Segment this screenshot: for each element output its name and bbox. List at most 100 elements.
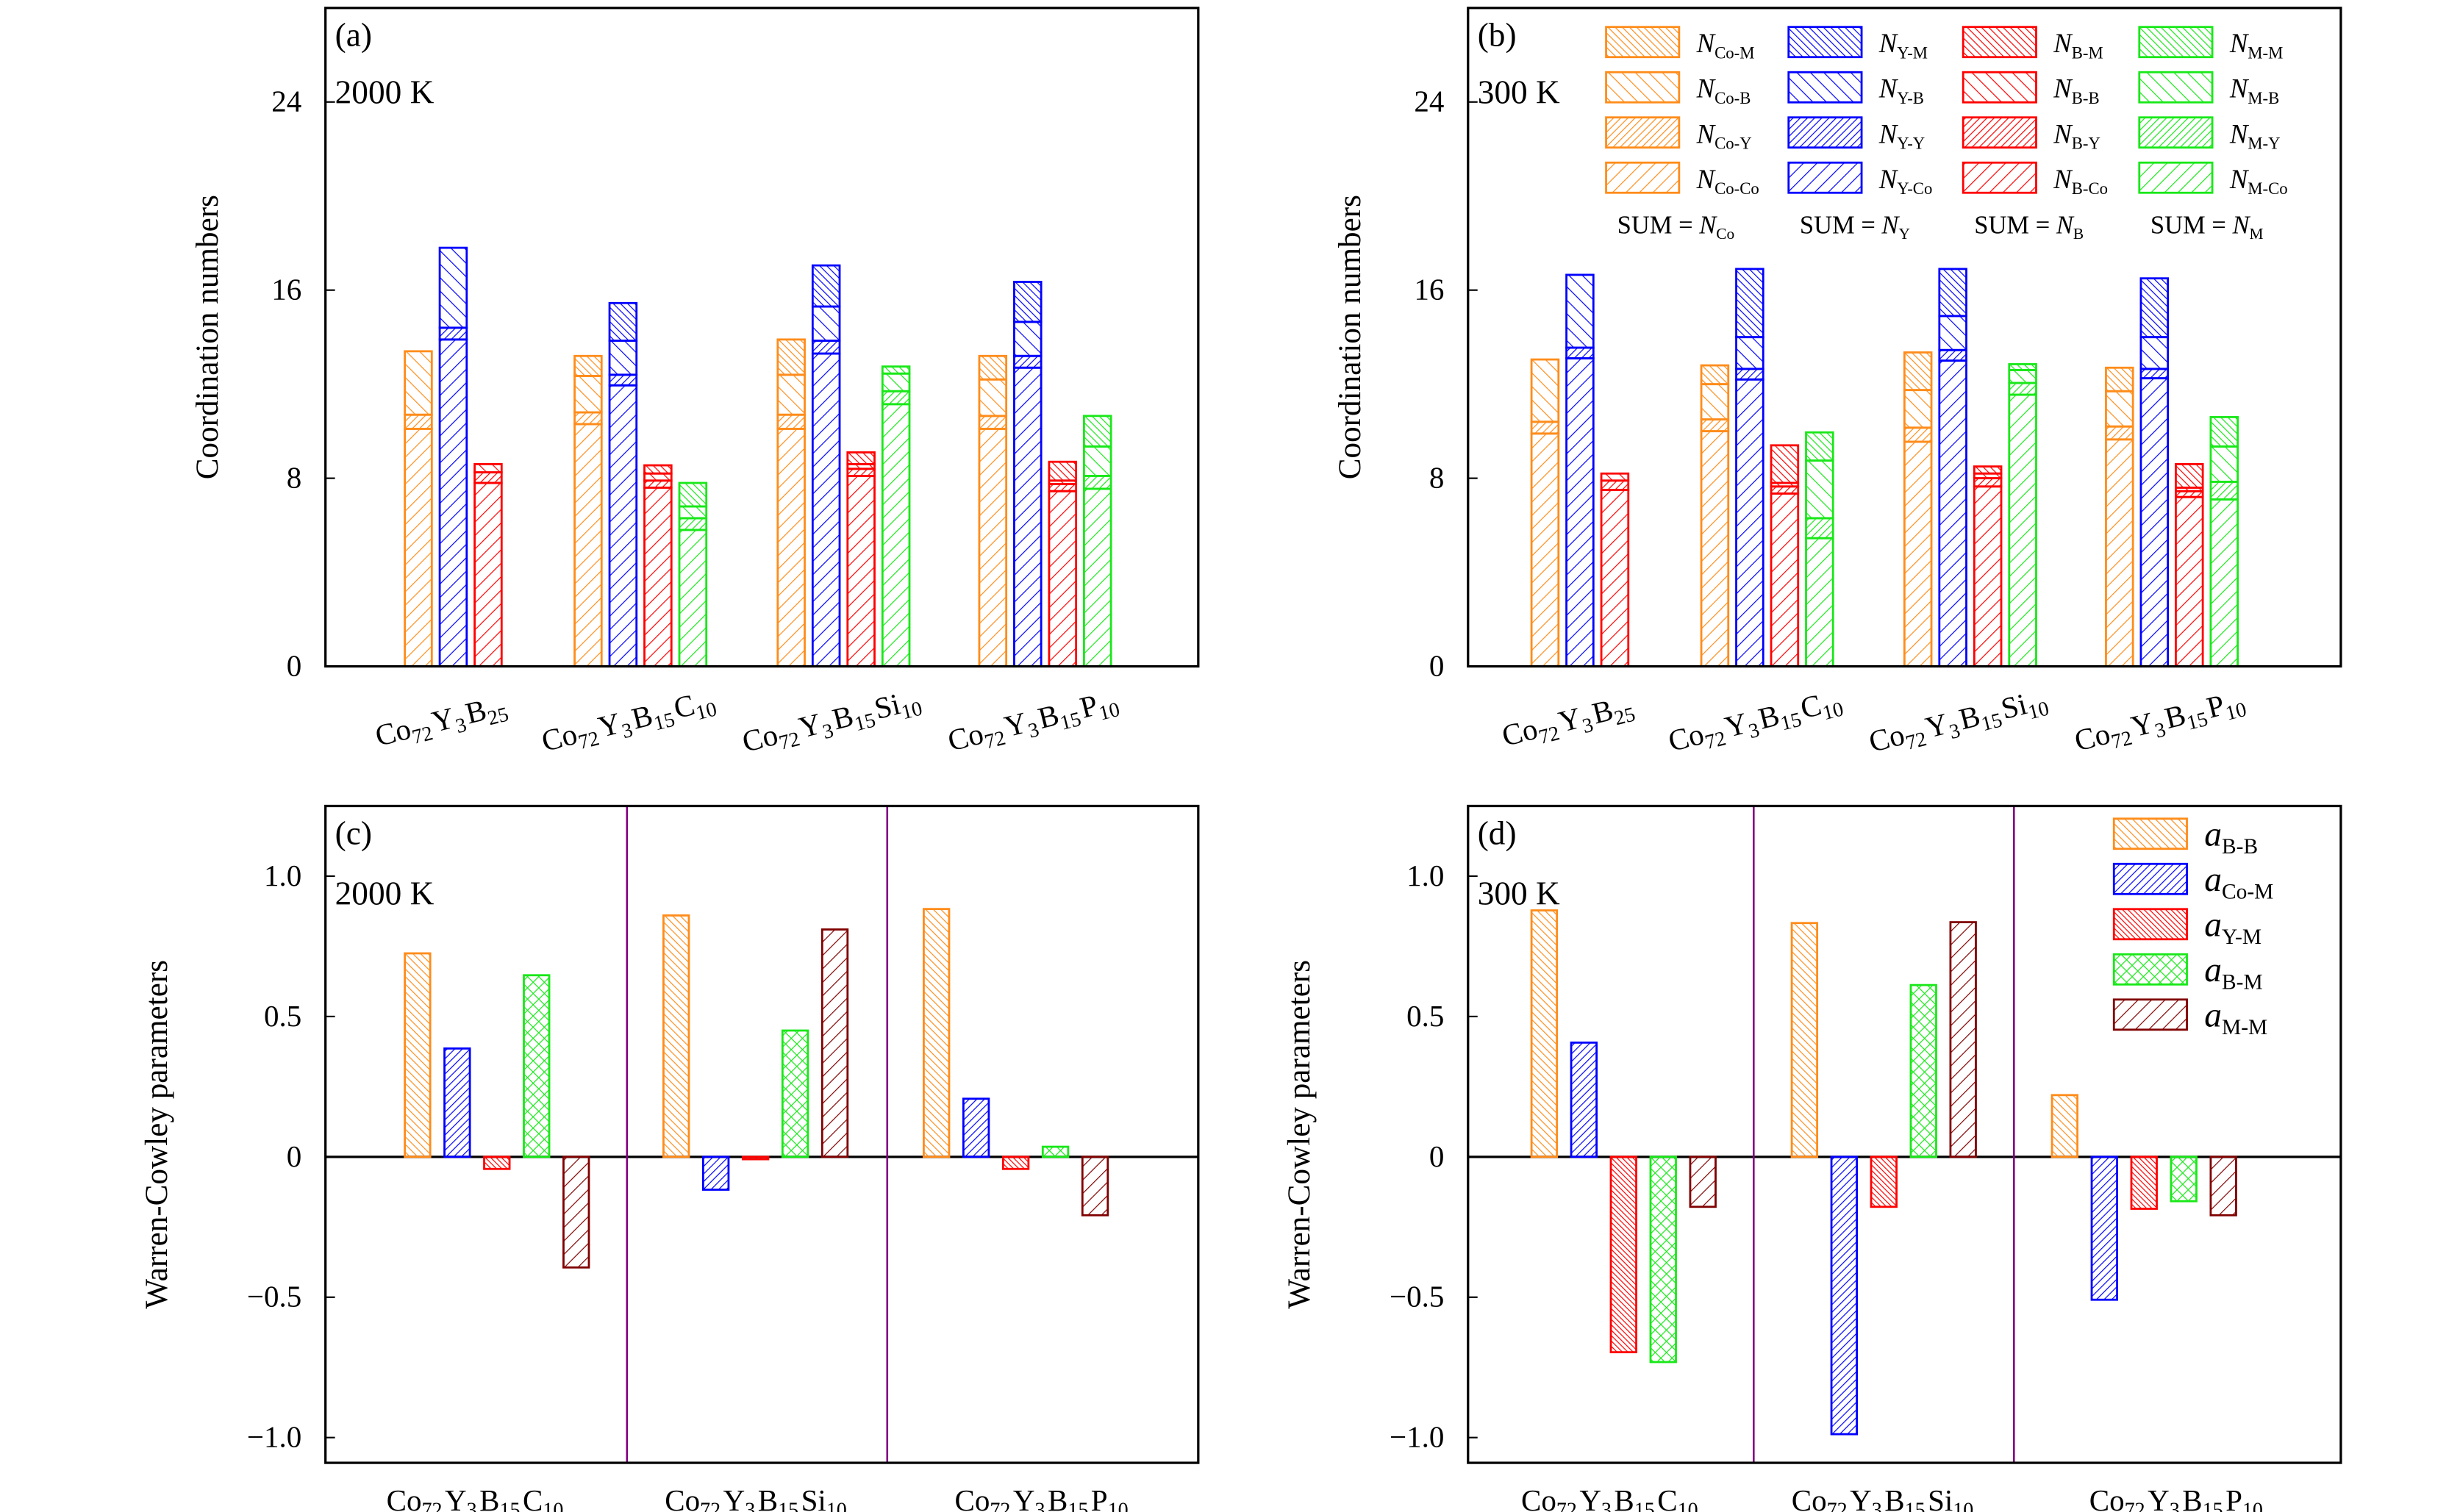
bar-segment-Y-M	[1735, 268, 1764, 339]
subscript: 10	[1108, 1499, 1129, 1512]
legend-swatch	[2138, 116, 2214, 149]
bar-Y-M	[2130, 1156, 2158, 1210]
bar-segment-Co-Co	[978, 428, 1008, 667]
bar-segment-Y-Co	[608, 384, 638, 667]
symbol: a	[2204, 997, 2222, 1035]
legend-sum-label: SUM = NCo	[1617, 211, 1735, 243]
bar-segment-Y-Y	[1735, 368, 1764, 381]
subscript: 72	[1556, 1499, 1577, 1512]
symbol: a	[2204, 951, 2222, 989]
bar-B-M	[1909, 983, 1937, 1158]
stacked-bar-B	[643, 464, 673, 667]
element-symbol: Co	[372, 712, 415, 753]
bar-segment-B-Co	[1770, 492, 1800, 667]
legend-swatch	[2112, 908, 2188, 941]
y-tick-label: 24	[1414, 85, 1444, 118]
bar-Co-M	[701, 1156, 730, 1191]
legend-swatch	[1605, 26, 1681, 59]
element-symbol: Co	[387, 1483, 422, 1512]
symbol: N	[1698, 211, 1717, 239]
bar-segment-B-B	[1600, 472, 1630, 482]
subscript: 72	[1827, 1499, 1848, 1512]
symbol: N	[2229, 118, 2250, 148]
y-tick-label: 16	[271, 273, 301, 307]
bar-segment-M-M	[881, 365, 911, 375]
legend-swatch	[2112, 998, 2188, 1031]
bar-segment-Y-M	[811, 264, 841, 308]
subscript: 72	[700, 1499, 721, 1512]
panel-d: −1.0 −0.5 0 0.5 1.0 Warren-Cowley parameters C…	[1282, 804, 2342, 1512]
bar-M-M	[1081, 1156, 1109, 1217]
element-symbol: Co	[739, 717, 782, 759]
element-symbol: P	[2225, 1483, 2242, 1512]
bar-segment-M-B	[2008, 369, 2037, 384]
subscript: 3	[620, 719, 635, 743]
bar-segment-Co-M	[573, 354, 603, 377]
bar-segment-Co-B	[1700, 383, 1730, 421]
element-symbol: Co	[2089, 1483, 2125, 1512]
bar-segment-Co-Y	[1903, 426, 1933, 443]
y-tick-label: −0.5	[247, 1280, 301, 1314]
bar-Co-M	[2090, 1156, 2118, 1301]
stacked-bar-B	[1048, 460, 1078, 667]
subscript: 3	[454, 714, 469, 738]
bar-segment-Co-Y	[978, 415, 1008, 430]
bar-segment-Co-M	[2105, 366, 2134, 393]
subscript: 72	[777, 728, 803, 755]
bar-segment-Co-Y	[1700, 418, 1730, 433]
subscript: 72	[2109, 727, 2135, 754]
bar-segment-Co-B	[404, 350, 433, 416]
legend-label: aB-B	[2204, 815, 2258, 858]
subscript: 10	[2026, 697, 2052, 724]
y-tick-label: 16	[1414, 273, 1444, 307]
bar-segment-Y-B	[1938, 315, 1967, 351]
subscript: 25	[1612, 703, 1638, 730]
legend-label: NM-B	[2229, 74, 2279, 107]
bar-segment-M-B	[881, 372, 911, 393]
subscript: 3	[1034, 1499, 1045, 1512]
symbol: a	[2204, 815, 2222, 853]
subscript: 3	[820, 720, 836, 744]
temperature-annotation: 300 K	[1478, 74, 1560, 110]
stacked-bar-Y	[1565, 273, 1595, 667]
element-symbol: B	[758, 1483, 778, 1512]
stacked-bar-Co	[2105, 366, 2134, 667]
stacked-bar-B	[2175, 463, 2204, 667]
stacked-bar-M	[2008, 363, 2037, 667]
bar-M-M	[820, 928, 849, 1158]
legend-swatch	[1787, 161, 1863, 194]
subscript: 3	[2170, 1499, 2180, 1512]
bar-segment-Co-Co	[2105, 438, 2134, 667]
bar-segment-M-M	[2008, 363, 2037, 371]
legend-label: NB-Co	[2053, 164, 2108, 198]
bar-segment-Co-Y	[1530, 420, 1560, 435]
subscript: B-M	[2222, 970, 2263, 994]
temperature-annotation: 2000 K	[335, 875, 435, 911]
bar-segment-Y-B	[1565, 273, 1595, 349]
legend-label: NCo-B	[1696, 74, 1751, 107]
legend-label: NM-Co	[2229, 164, 2288, 198]
legend-swatch	[1962, 161, 2037, 194]
subscript: 15	[1905, 1499, 1926, 1512]
subscript: 3	[1026, 718, 1041, 742]
y-axis-title: Coordination numbers	[190, 195, 225, 479]
subscript: Y-B	[1897, 89, 1924, 107]
legend-label: NCo-Co	[1696, 164, 1759, 198]
subscript: 72	[1703, 727, 1728, 754]
x-tick-label: Co72 Y3 B25	[372, 687, 513, 758]
subscript: M-B	[2248, 89, 2279, 107]
stacked-bar-Co	[1903, 351, 1933, 667]
y-tick-label: −1.0	[1390, 1420, 1444, 1454]
stacked-bar-M	[1083, 415, 1112, 667]
subscript: 15	[2184, 708, 2210, 735]
bar-segment-M-Co	[2008, 393, 2037, 667]
bar-segment-Co-Co	[404, 428, 433, 667]
legend-label: NY-Co	[1878, 164, 1933, 198]
subscript: 72	[410, 722, 435, 749]
symbol: N	[2229, 164, 2250, 194]
legend-swatch	[1787, 71, 1863, 104]
subscript: 72	[2125, 1499, 2145, 1512]
legend-label: NCo-M	[1696, 28, 1755, 62]
bar-segment-M-Co	[678, 529, 708, 667]
